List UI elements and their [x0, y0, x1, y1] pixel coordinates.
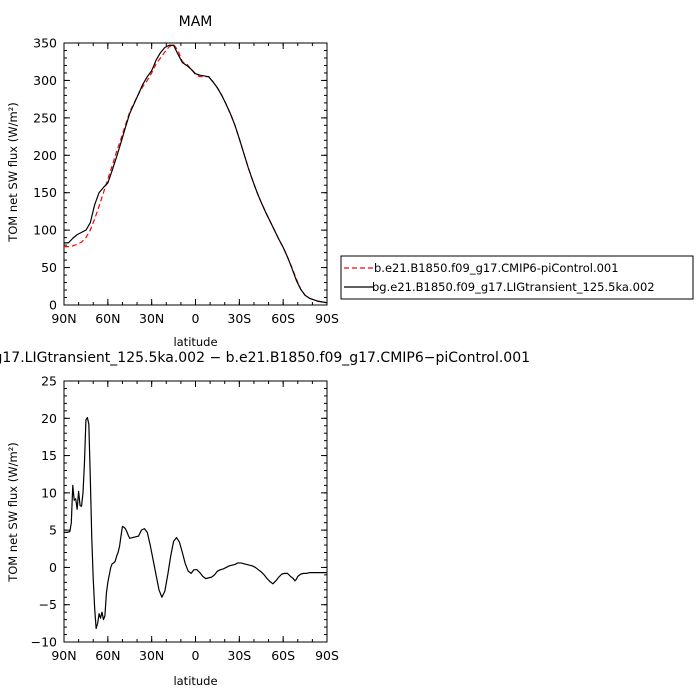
y-tick-label: −5 [39, 597, 57, 612]
x-tick-label: 0 [192, 311, 200, 326]
y-tick-label: 25 [41, 374, 57, 389]
x-tick-label: 60N [95, 311, 120, 326]
series-line-0 [64, 416, 327, 630]
legend-box [340, 255, 694, 300]
x-tick-label: 90N [51, 648, 76, 663]
series-line-0 [64, 43, 328, 304]
x-tick-label: 30S [227, 648, 251, 663]
y-axis-label: TOM net SW flux (W/m²) [6, 442, 20, 583]
x-tick-label: 30S [227, 311, 251, 326]
y-tick-label: 100 [33, 223, 57, 238]
plot-frame [63, 42, 328, 306]
x-axis-label: latitude [173, 674, 217, 688]
y-tick-label: −10 [31, 635, 57, 650]
x-tick-label: 30N [139, 311, 164, 326]
plot-frame [63, 380, 328, 643]
top-line-chart: MAM 90N 60N 30N 0 30S 60S 90S 0 50 100 150 200 250 30… [6, 14, 339, 349]
difference-line-chart: bg.e21.B1850.f09_g17.LIGtransient_125.5k… [0, 350, 530, 688]
y-tick-label: 0 [49, 560, 57, 575]
y-tick-label: 10 [41, 485, 57, 500]
x-tick-label: 30N [139, 648, 164, 663]
y-tick-label: 50 [41, 260, 57, 275]
chart-title: MAM [179, 14, 213, 30]
x-tick-label: 90S [315, 311, 339, 326]
y-tick-label: 0 [49, 298, 57, 313]
chart-title: bg.e21.B1850.f09_g17.LIGtransient_125.5k… [0, 350, 530, 366]
y-tick-label: 200 [33, 148, 57, 163]
y-axis-label: TOM net SW flux (W/m²) [6, 102, 20, 243]
x-tick-label: 60N [95, 648, 120, 663]
legend: b.e21.B1850.f09_g17.CMIP6-piControl.001 … [340, 255, 694, 300]
y-tick-label: 150 [33, 185, 57, 200]
y-tick-label: 20 [41, 411, 57, 426]
y-tick-label: 350 [33, 36, 57, 51]
x-tick-label: 90S [315, 648, 339, 663]
y-tick-label: 5 [49, 523, 57, 538]
x-tick-label: 60S [271, 648, 295, 663]
x-tick-label: 0 [192, 648, 200, 663]
y-tick-label: 15 [41, 448, 57, 463]
x-tick-label: 60S [271, 311, 295, 326]
legend-label-control: b.e21.B1850.f09_g17.CMIP6-piControl.001 [374, 261, 619, 275]
legend-label-transient: bg.e21.B1850.f09_g17.LIGtransient_125.5k… [372, 280, 655, 294]
series-line-1 [64, 44, 328, 304]
y-tick-label: 300 [33, 73, 57, 88]
y-tick-label: 250 [33, 110, 57, 125]
x-tick-label: 90N [51, 311, 76, 326]
x-axis-label: latitude [173, 335, 217, 349]
